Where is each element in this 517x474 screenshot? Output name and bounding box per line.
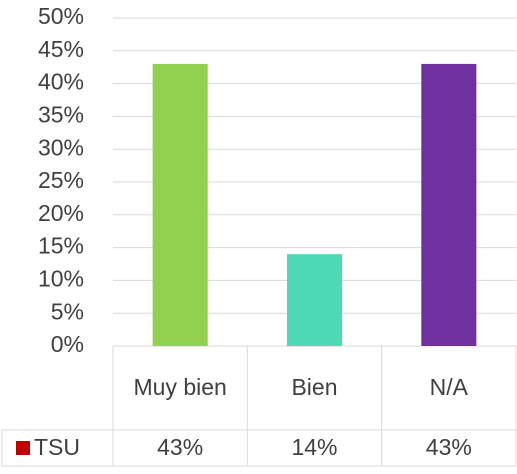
y-tick-label: 35% xyxy=(38,101,84,127)
data-label: 14% xyxy=(291,434,337,460)
y-tick-label: 15% xyxy=(38,233,84,259)
y-tick-label: 20% xyxy=(38,200,84,226)
bar xyxy=(286,254,343,346)
x-tick-label: Bien xyxy=(291,374,337,400)
y-tick-label: 50% xyxy=(38,3,84,29)
y-tick-label: 5% xyxy=(51,298,84,324)
x-tick-label: Muy bien xyxy=(134,374,227,400)
y-tick-label: 25% xyxy=(38,167,84,193)
legend-key xyxy=(16,441,30,455)
y-tick-label: 45% xyxy=(38,36,84,62)
y-tick-label: 0% xyxy=(51,331,84,357)
legend-label: TSU xyxy=(34,434,80,460)
data-label: 43% xyxy=(426,434,472,460)
x-tick-label: N/A xyxy=(430,374,469,400)
bar xyxy=(152,63,208,347)
y-tick-label: 10% xyxy=(38,265,84,291)
y-tick-label: 40% xyxy=(38,69,84,95)
bar xyxy=(421,63,477,347)
y-tick-label: 30% xyxy=(38,134,84,160)
data-label: 43% xyxy=(157,434,203,460)
